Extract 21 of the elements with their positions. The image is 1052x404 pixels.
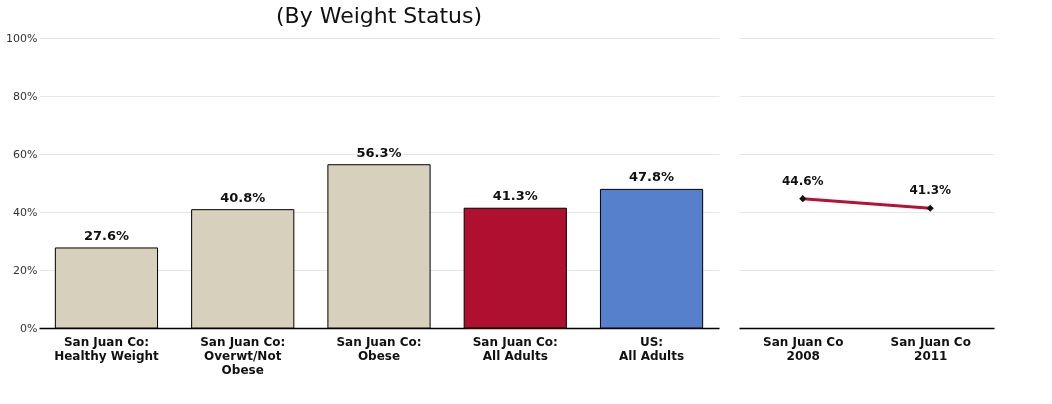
data-label: 27.6% <box>83 227 130 243</box>
data-label: 47.8% <box>628 169 675 185</box>
x-tick-label: San Juan Co: Obese <box>336 334 422 363</box>
y-tick-label: 20% <box>13 263 38 277</box>
y-tick-label: 40% <box>13 205 38 219</box>
data-label: 41.3% <box>909 183 952 198</box>
x-tick-label: San Juan Co 2008 <box>763 334 844 363</box>
data-label: 40.8% <box>220 189 266 205</box>
x-tick-label: San Juan Co: Overwt/Not Obese <box>200 334 286 377</box>
x-tick-label: San Juan Co 2011 <box>890 334 971 363</box>
data-label: 56.3% <box>356 144 402 160</box>
data-label: 44.6% <box>781 173 824 188</box>
x-tick-label: US: All Adults <box>618 334 685 363</box>
y-tick-label: 80% <box>13 89 38 103</box>
y-tick-label: 0% <box>20 321 38 335</box>
data-label: 41.3% <box>492 188 538 204</box>
y-tick-label: 100% <box>6 31 38 45</box>
y-tick-label: 60% <box>13 147 38 161</box>
x-tick-label: San Juan Co: All Adults <box>472 334 558 363</box>
x-tick-label: San Juan Co: Healthy Weight <box>54 334 160 363</box>
chart-title: (By Weight Status) <box>275 3 483 28</box>
